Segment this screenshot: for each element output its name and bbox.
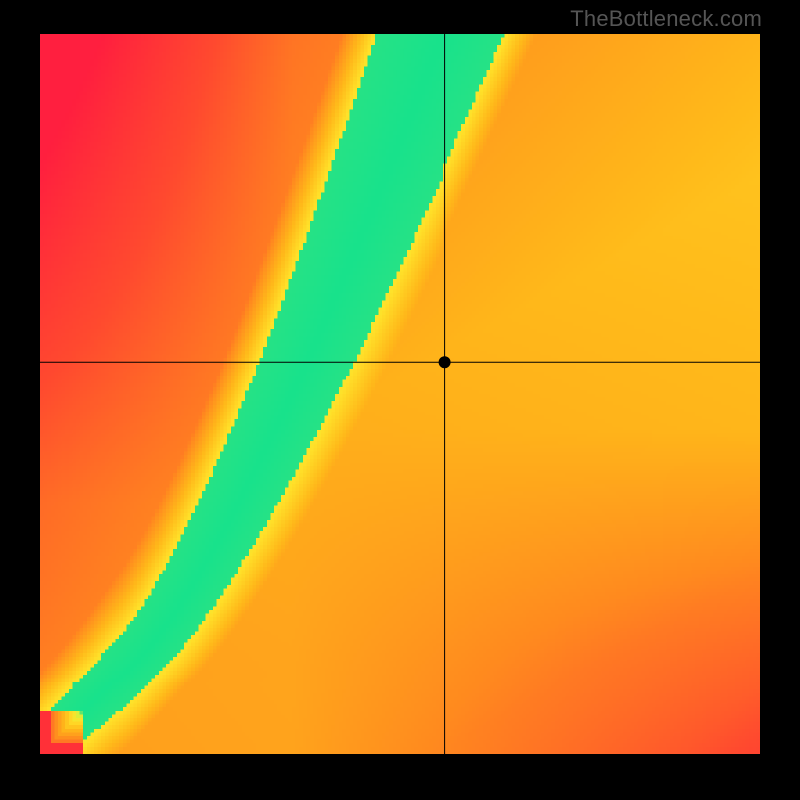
- chart-container: TheBottleneck.com: [0, 0, 800, 800]
- heatmap-canvas: [40, 34, 760, 754]
- watermark-text: TheBottleneck.com: [570, 6, 762, 32]
